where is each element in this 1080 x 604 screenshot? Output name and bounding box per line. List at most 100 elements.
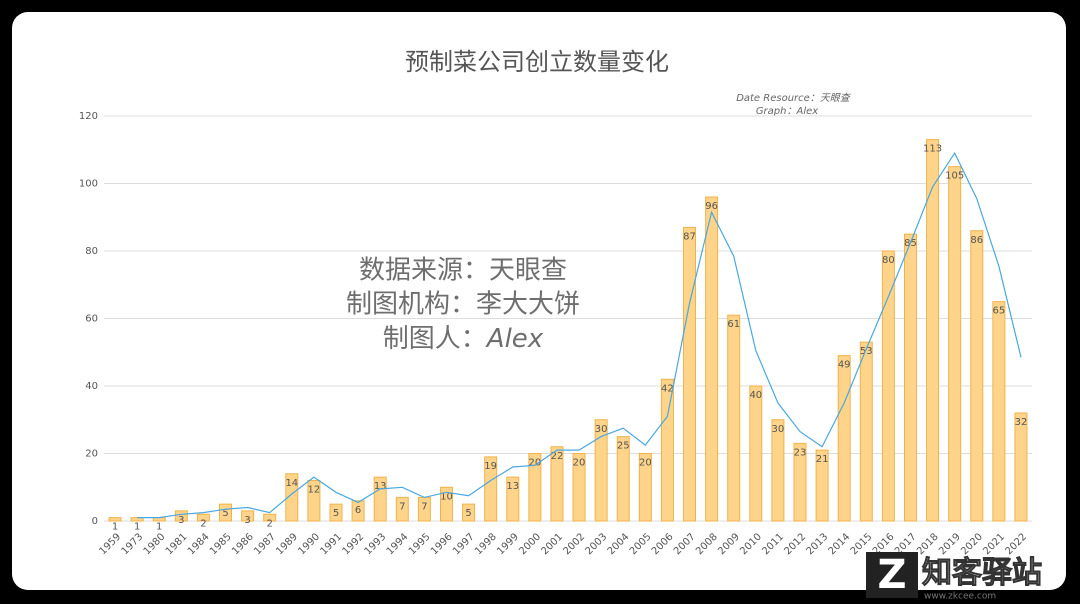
value-label: 19	[484, 461, 497, 472]
value-label: 13	[506, 481, 519, 492]
y-tick-label: 60	[85, 314, 98, 325]
value-label: 20	[639, 458, 652, 469]
value-label: 3	[244, 515, 250, 526]
value-label: 14	[285, 478, 298, 489]
value-label: 20	[528, 458, 541, 469]
value-label: 30	[595, 424, 608, 435]
watermark: 制图人：Alex	[383, 324, 544, 354]
value-label: 65	[992, 306, 1005, 317]
bar	[241, 510, 255, 522]
source-note: Date Resource：天眼查	[736, 92, 852, 104]
value-label: 2	[267, 518, 273, 529]
bar	[727, 314, 741, 522]
bar	[771, 419, 785, 522]
y-tick-label: 20	[85, 449, 98, 460]
bar	[196, 513, 210, 522]
bar	[903, 233, 917, 522]
bar	[948, 166, 962, 522]
value-label: 1	[112, 522, 118, 533]
y-tick-label: 100	[79, 179, 98, 190]
bar	[594, 419, 608, 522]
watermark-name: Alex	[485, 324, 544, 354]
value-label: 5	[465, 508, 471, 519]
bar	[506, 476, 520, 522]
bar	[992, 301, 1006, 522]
bar	[174, 510, 188, 522]
y-tick-label: 80	[85, 246, 98, 257]
value-label: 3	[178, 515, 184, 526]
trend-line	[137, 151, 1022, 519]
credit-note: Graph：Alex	[756, 106, 818, 117]
bar	[815, 449, 829, 522]
logo-brand: 知客驿站	[922, 556, 1042, 591]
logo-z: Z	[877, 552, 906, 598]
value-label: 7	[421, 501, 427, 512]
logo-mark	[866, 552, 918, 598]
value-label: 23	[794, 447, 807, 458]
bar	[484, 456, 498, 522]
logo-url: www.zkcee.com	[924, 592, 996, 602]
value-label: 53	[860, 346, 873, 357]
y-tick-label: 0	[92, 516, 98, 527]
value-label: 7	[399, 501, 405, 512]
value-label: 5	[333, 508, 339, 519]
bar	[881, 250, 895, 522]
bar	[329, 503, 343, 522]
value-label: 32	[1015, 417, 1028, 428]
bar	[462, 503, 476, 522]
bar	[683, 226, 697, 522]
y-tick-label: 40	[85, 381, 98, 392]
value-label: 42	[661, 383, 674, 394]
value-label: 40	[749, 390, 762, 401]
bar	[1014, 412, 1028, 522]
watermark-label: 制图人：	[383, 324, 487, 354]
bar	[749, 385, 763, 522]
bar	[859, 341, 873, 522]
value-label: 61	[727, 319, 740, 330]
value-label: 1	[156, 522, 162, 533]
bar	[638, 453, 652, 522]
value-label: 49	[838, 360, 851, 371]
bar	[970, 230, 984, 522]
value-label: 5	[222, 508, 228, 519]
bar	[108, 517, 122, 522]
value-label: 105	[945, 171, 964, 182]
bar	[572, 453, 586, 522]
value-label: 2	[200, 518, 206, 529]
logo: Z 知客驿站 www.zkcee.com	[866, 552, 1043, 602]
bar	[307, 480, 321, 522]
bar	[926, 139, 940, 522]
value-label: 6	[355, 505, 361, 516]
value-label: 113	[923, 144, 942, 155]
chart-title: 预制菜公司创立数量变化	[405, 48, 669, 76]
bar	[285, 473, 299, 522]
y-tick-label: 120	[79, 111, 98, 122]
bar	[439, 486, 453, 522]
value-label: 10	[440, 491, 453, 502]
bar	[793, 442, 807, 522]
value-label: 87	[683, 231, 696, 242]
value-label: 20	[573, 458, 586, 469]
watermark: 数据来源：天眼查	[359, 256, 567, 286]
bar	[837, 355, 851, 522]
value-label: 25	[617, 441, 630, 452]
value-label: 80	[882, 255, 895, 266]
bar	[219, 503, 233, 522]
bar	[705, 196, 719, 522]
value-label: 21	[816, 454, 829, 465]
value-label: 30	[772, 424, 785, 435]
value-label: 1	[134, 522, 140, 533]
bar	[263, 513, 277, 522]
value-label: 13	[374, 481, 387, 492]
bar	[550, 446, 564, 522]
bar	[351, 500, 365, 522]
value-label: 86	[970, 235, 983, 246]
bar	[616, 436, 630, 522]
bar	[395, 496, 409, 522]
bar	[660, 378, 674, 522]
bar	[528, 453, 542, 522]
value-label: 22	[551, 451, 564, 462]
watermark: 制图机构：李大大饼	[346, 290, 580, 320]
value-label: 96	[705, 201, 718, 212]
